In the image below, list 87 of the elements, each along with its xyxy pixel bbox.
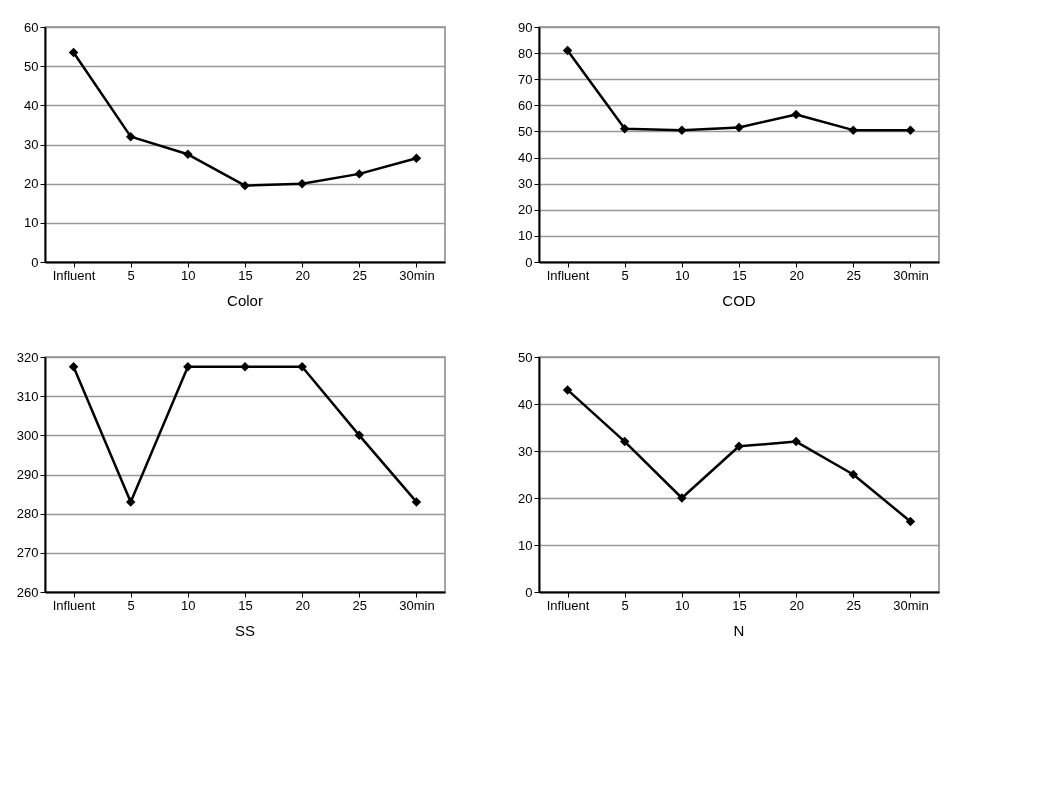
x-tick-label: 25 — [352, 267, 368, 283]
point — [183, 362, 193, 372]
y-tick-label: 20 — [24, 176, 39, 192]
text: COD — [722, 292, 756, 309]
x-tick-label: 30min — [893, 597, 929, 613]
x-tick-label: Influent — [546, 597, 590, 613]
point — [791, 109, 801, 120]
y-tick-label: 300 — [16, 427, 39, 443]
point — [411, 497, 422, 507]
y-tick-label: 50 — [518, 349, 533, 365]
x-tick-label: Influent — [52, 267, 96, 283]
x-tick-label: 20 — [295, 597, 310, 613]
x-tick-label: 30min — [893, 267, 929, 283]
point — [562, 385, 573, 395]
point — [562, 45, 573, 56]
x-tick-label: 10 — [675, 267, 690, 283]
y-tick-label: 10 — [518, 537, 533, 553]
point — [619, 436, 630, 447]
x-tick-label: 5 — [127, 597, 135, 613]
y-tick-label: 30 — [24, 137, 39, 152]
point — [677, 125, 687, 135]
y-tick-label: 90 — [518, 19, 533, 35]
y-tick-label: 80 — [518, 45, 533, 61]
point — [68, 362, 79, 372]
x-tick-label: 15 — [238, 597, 253, 613]
point — [297, 362, 307, 372]
y-tick-label: 30 — [518, 176, 533, 192]
point — [125, 131, 136, 142]
point — [183, 149, 193, 160]
y-tick-label: 280 — [16, 506, 39, 522]
point — [125, 497, 136, 507]
x-tick-label: 5 — [621, 267, 629, 283]
y-tick-label: 70 — [518, 71, 533, 87]
point — [240, 180, 250, 191]
point — [734, 441, 744, 452]
y-tick-label: 310 — [16, 388, 39, 404]
x-tick-label: 10 — [675, 597, 690, 613]
x-tick-label: 30min — [399, 597, 435, 613]
point — [905, 516, 916, 527]
x-tick-label: 25 — [846, 597, 862, 613]
y-tick-label: 10 — [518, 228, 533, 244]
y-tick-label: 0 — [31, 254, 39, 270]
y-tick-label: 260 — [16, 584, 39, 600]
text: N — [733, 622, 745, 639]
x-tick-label: 25 — [352, 597, 368, 613]
point — [905, 125, 916, 135]
y-tick-label: 60 — [518, 97, 533, 113]
x-tick-label: Influent — [52, 597, 96, 613]
y-tick-label: 0 — [525, 254, 533, 270]
y-tick-label: 320 — [16, 349, 39, 365]
x-tick-label: 20 — [789, 597, 804, 613]
x-tick-label: 10 — [181, 597, 196, 613]
point — [619, 124, 630, 134]
y-tick-label: 10 — [24, 215, 39, 231]
y-tick-label: 40 — [24, 97, 39, 113]
y-tick-label: 290 — [16, 467, 39, 482]
y-tick-label: 270 — [16, 545, 39, 561]
x-tick-label: 5 — [621, 597, 629, 613]
x-tick-label: 15 — [732, 597, 747, 613]
x-tick-label: Influent — [546, 267, 590, 283]
text: SS — [234, 622, 256, 639]
x-tick-label: 20 — [295, 267, 310, 283]
point — [354, 430, 365, 441]
point — [848, 469, 859, 480]
x-tick-label: 5 — [127, 267, 135, 283]
point — [297, 178, 307, 189]
y-tick-label: 0 — [525, 584, 533, 600]
y-tick-label: 40 — [518, 150, 533, 166]
point — [411, 153, 422, 163]
y-tick-label: 30 — [518, 443, 533, 459]
y-tick-label: 50 — [518, 123, 533, 139]
point — [68, 47, 79, 58]
text: Color — [227, 292, 263, 309]
y-tick-label: 20 — [518, 490, 533, 506]
point — [354, 169, 365, 179]
x-tick-label: 15 — [732, 267, 747, 283]
x-tick-label: 10 — [181, 267, 196, 283]
x-tick-label: 15 — [238, 267, 253, 283]
point — [734, 122, 744, 133]
x-tick-label: 30min — [399, 267, 435, 283]
y-tick-label: 60 — [24, 19, 39, 35]
x-tick-label: 25 — [846, 267, 862, 283]
point — [791, 436, 801, 447]
y-tick-label: 40 — [518, 396, 533, 412]
y-tick-label: 20 — [518, 202, 533, 218]
y-tick-label: 50 — [24, 58, 39, 74]
x-tick-label: 20 — [789, 267, 804, 283]
